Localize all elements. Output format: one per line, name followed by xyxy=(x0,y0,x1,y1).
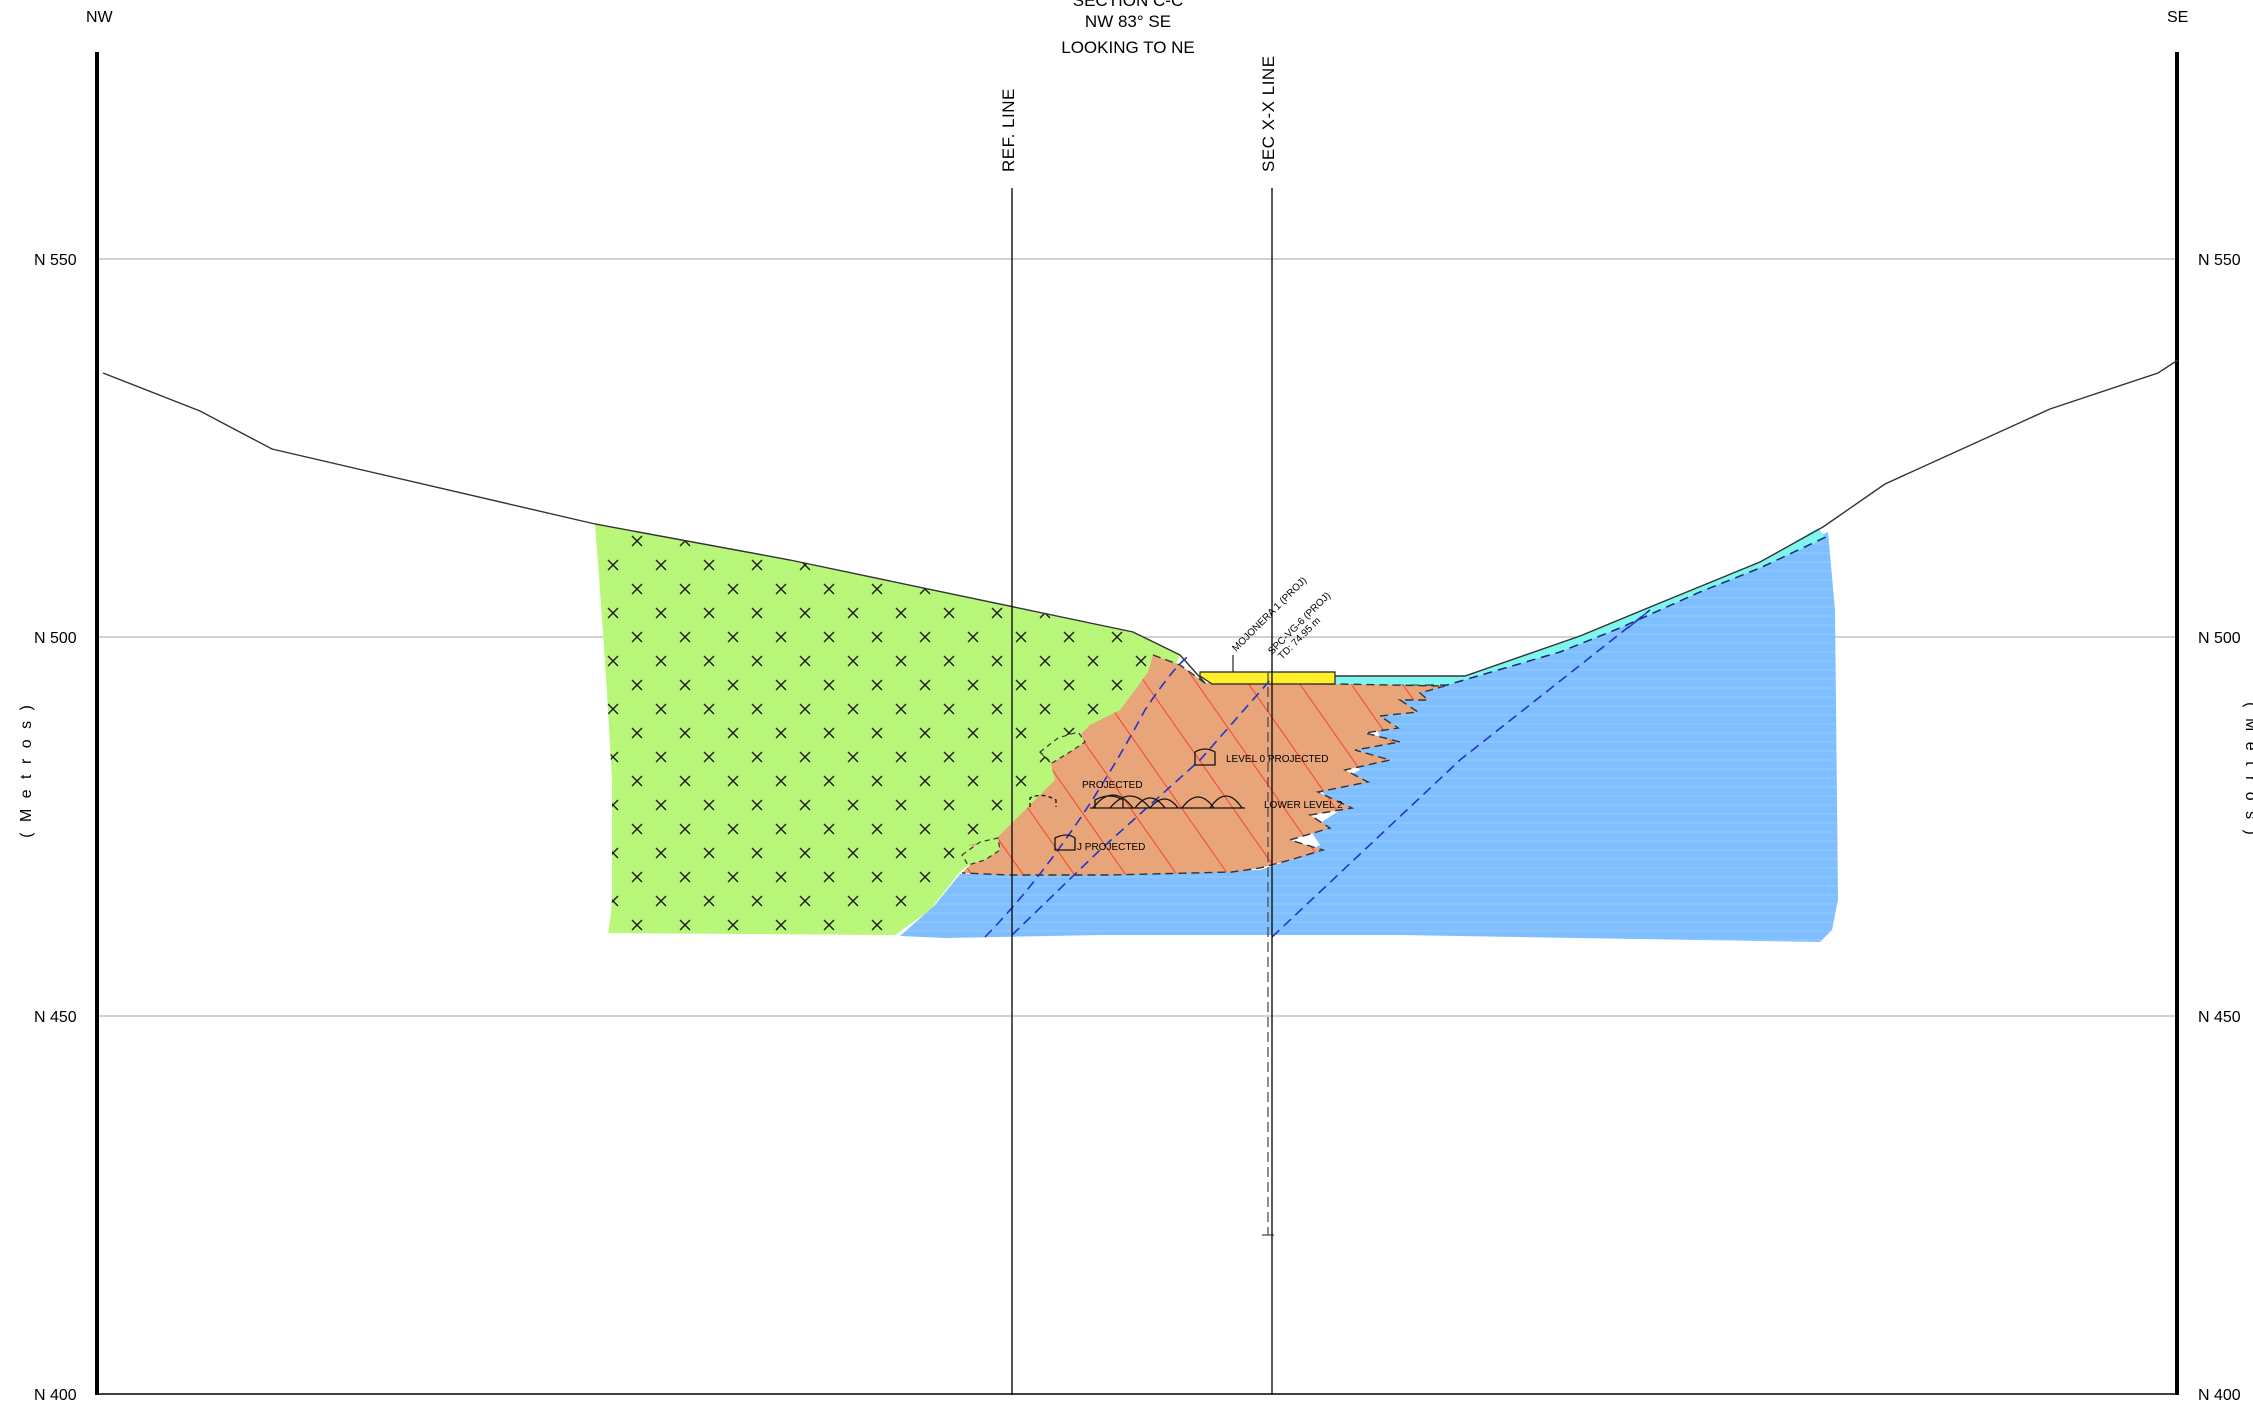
elev-right-400: N 400 xyxy=(2198,1387,2241,1404)
elev-right-500: N 500 xyxy=(2198,630,2241,647)
working-arch-7 xyxy=(1209,795,1243,809)
fault-mid xyxy=(1011,677,1273,936)
axis-unit-right: ( M e t r o s ) xyxy=(2242,702,2253,838)
elev-right-450: N 450 xyxy=(2198,1009,2241,1026)
level0-label: LEVEL 0 PROJECTED xyxy=(1226,754,1328,765)
axis-unit-left: ( M e t r o s ) xyxy=(18,702,35,838)
working-arch-4 xyxy=(1134,797,1166,809)
orange-contact xyxy=(961,654,1446,876)
ref-line-label: REF. LINE xyxy=(999,88,1018,172)
working-lower xyxy=(1054,834,1076,851)
elev-right-550: N 550 xyxy=(2198,252,2241,269)
green-inclusion-lower xyxy=(961,837,1001,866)
fault-short xyxy=(1627,609,1651,629)
geology-units xyxy=(595,524,1838,942)
corner-nw: NW xyxy=(86,9,114,26)
projected-upper-label: PROJECTED xyxy=(1082,780,1143,791)
fault-left xyxy=(984,654,1191,938)
fault-lines xyxy=(984,609,1651,938)
section-title: SECTION C-C xyxy=(1073,0,1184,10)
working-arch-5 xyxy=(1149,798,1179,809)
projected-lower-label: J PROJECTED xyxy=(1077,842,1145,853)
topography-profile xyxy=(102,359,2179,684)
fault-right xyxy=(1271,609,1651,938)
working-arch-6 xyxy=(1181,796,1215,809)
working-level0 xyxy=(1194,748,1216,766)
section-orientation: NW 83° SE xyxy=(1085,12,1171,31)
sec-line-label: SEC X-X LINE xyxy=(1259,55,1278,172)
elev-left-550: N 550 xyxy=(34,252,77,269)
elev-left-450: N 450 xyxy=(34,1009,77,1026)
working-arch-3 xyxy=(1109,795,1151,809)
section-view: LOOKING TO NE xyxy=(1061,38,1195,57)
elev-left-400: N 400 xyxy=(34,1387,77,1404)
lower-level-label: LOWER LEVEL 2 xyxy=(1264,800,1343,811)
working-left xyxy=(1029,794,1057,807)
elev-left-500: N 500 xyxy=(34,630,77,647)
working-arch-2 xyxy=(1092,794,1134,809)
mine-workings xyxy=(1029,748,1245,851)
cyan-contact xyxy=(1334,535,1829,687)
corner-se: SE xyxy=(2167,9,2188,26)
green-inclusion-upper xyxy=(1039,731,1086,764)
